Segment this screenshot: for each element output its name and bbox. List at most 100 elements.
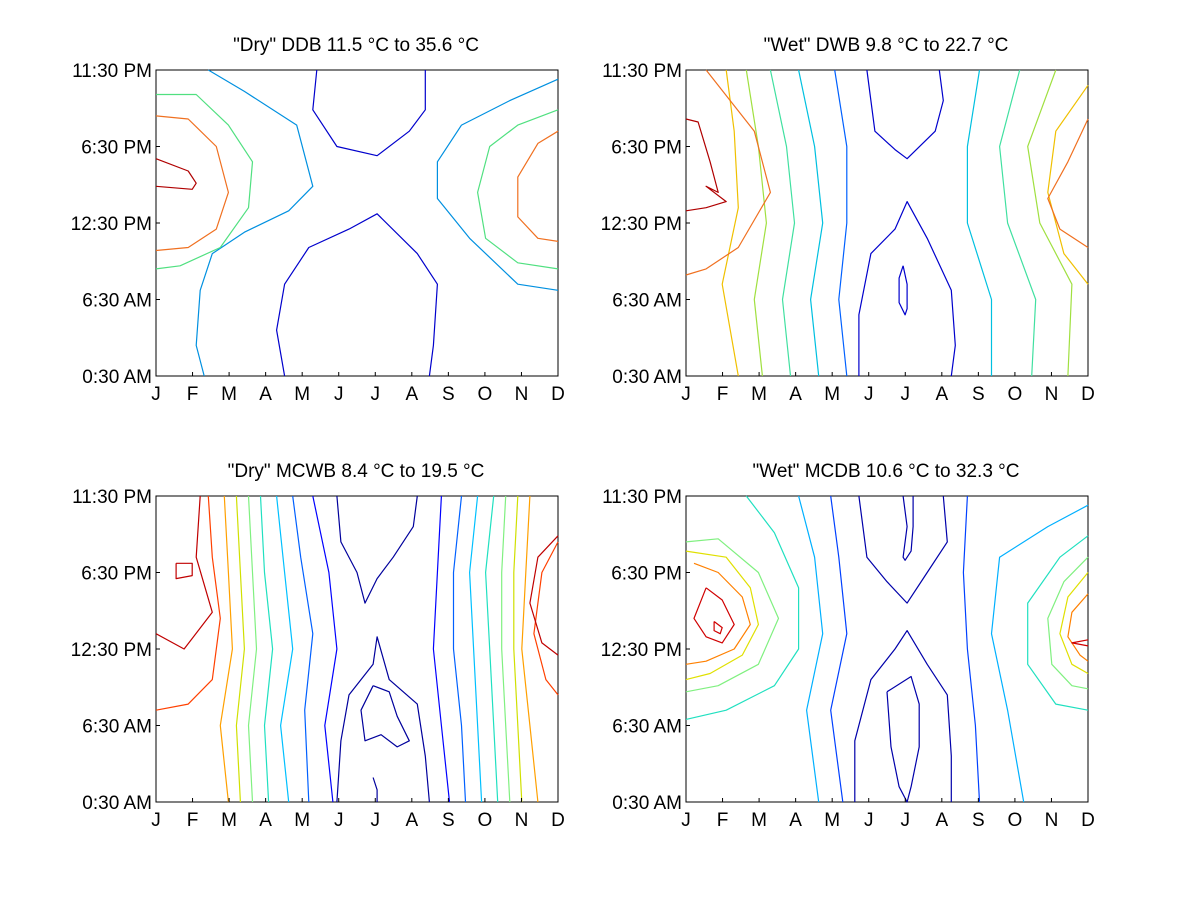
contour-line xyxy=(452,495,467,803)
y-tick-label: 11:30 PM xyxy=(602,487,682,508)
x-tick-label: A xyxy=(935,384,948,405)
y-tick-label: 6:30 AM xyxy=(612,291,682,312)
contour-line xyxy=(990,504,1089,803)
y-tick-label: 0:30 AM xyxy=(82,367,152,388)
x-tick-label: N xyxy=(1045,384,1059,405)
contour-line xyxy=(898,265,908,316)
x-tick-label: S xyxy=(972,810,985,831)
contour-line xyxy=(902,495,914,561)
contour-line xyxy=(259,495,274,803)
x-tick-label: J xyxy=(681,384,691,405)
x-tick-label: J xyxy=(864,384,874,405)
x-tick-label: D xyxy=(551,384,565,405)
contour-line xyxy=(1047,84,1089,285)
y-tick-label: 0:30 AM xyxy=(612,367,682,388)
contour-line xyxy=(858,495,948,604)
x-tick-label: S xyxy=(442,810,455,831)
x-tick-label: J xyxy=(901,384,911,405)
contour-line xyxy=(513,495,523,803)
x-tick-label: A xyxy=(789,810,802,831)
contour-line xyxy=(360,685,410,748)
contour-line xyxy=(195,69,314,377)
x-tick-label: F xyxy=(717,810,729,831)
contour-line xyxy=(858,201,956,377)
x-tick-label: A xyxy=(405,384,418,405)
contour-line xyxy=(1047,556,1089,690)
x-tick-label: J xyxy=(334,384,344,405)
plot-area xyxy=(155,69,559,377)
contour-line xyxy=(854,630,952,802)
panel-title: "Dry" MCWB 8.4 °C to 19.5 °C xyxy=(228,461,485,482)
x-tick-label: M xyxy=(824,810,840,831)
plot-area xyxy=(685,69,1089,377)
x-tick-label: F xyxy=(717,384,729,405)
x-tick-label: J xyxy=(151,384,161,405)
y-tick-label: 6:30 PM xyxy=(81,564,152,585)
x-tick-label: D xyxy=(1081,810,1095,831)
contour-line xyxy=(693,587,735,644)
y-tick-label: 12:30 PM xyxy=(71,640,152,661)
contour-line xyxy=(219,495,233,803)
contour-line xyxy=(685,495,800,720)
x-tick-label: M xyxy=(221,810,237,831)
x-tick-label: N xyxy=(1045,810,1059,831)
contour-lines xyxy=(685,69,1089,377)
contour-line xyxy=(247,495,258,803)
x-tick-label: D xyxy=(1081,384,1095,405)
contour-line xyxy=(1047,118,1089,249)
panel-dry-ddb: "Dry" DDB 11.5 °C to 35.6 °C xyxy=(155,35,559,377)
y-tick-label: 12:30 PM xyxy=(71,214,152,235)
panel-title: "Wet" MCDB 10.6 °C to 32.3 °C xyxy=(753,461,1020,482)
x-tick-label: J xyxy=(371,384,381,405)
contour-line xyxy=(521,495,539,803)
contour-line xyxy=(292,495,314,803)
y-tick-label: 11:30 PM xyxy=(72,61,152,82)
contour-line xyxy=(1059,572,1089,675)
x-tick-label: F xyxy=(187,810,199,831)
x-tick-label: D xyxy=(551,810,565,831)
contour-line xyxy=(336,495,418,604)
contour-line xyxy=(1067,593,1089,662)
y-tick-label: 12:30 PM xyxy=(601,214,682,235)
contour-line xyxy=(685,562,751,665)
x-tick-label: S xyxy=(442,384,455,405)
y-tick-label: 6:30 PM xyxy=(611,564,682,585)
panel-wet-dwb: "Wet" DWB 9.8 °C to 22.7 °C xyxy=(685,35,1089,377)
contour-line xyxy=(235,495,245,803)
contour-line xyxy=(1027,69,1073,377)
contour-line xyxy=(798,69,824,377)
y-tick-label: 12:30 PM xyxy=(601,640,682,661)
x-tick-label: A xyxy=(935,810,948,831)
panel-wet-mcdb: "Wet" MCDB 10.6 °C to 32.3 °C xyxy=(685,461,1089,803)
contour-line xyxy=(312,495,338,803)
contour-line xyxy=(798,495,824,803)
x-tick-label: J xyxy=(151,810,161,831)
contour-line xyxy=(685,69,771,276)
y-tick-label: 6:30 PM xyxy=(81,138,152,159)
x-tick-label: O xyxy=(478,384,493,405)
contour-line xyxy=(529,535,559,656)
contour-line xyxy=(517,130,559,242)
x-tick-label: M xyxy=(221,384,237,405)
contour-line xyxy=(962,495,981,803)
contour-line xyxy=(477,109,559,270)
x-tick-label: A xyxy=(259,384,272,405)
contour-line xyxy=(336,636,430,803)
y-tick-label: 6:30 AM xyxy=(82,291,152,312)
x-tick-label: O xyxy=(1008,810,1023,831)
x-tick-label: J xyxy=(864,810,874,831)
x-tick-label: M xyxy=(824,384,840,405)
x-tick-label: A xyxy=(405,810,418,831)
contour-line xyxy=(533,541,559,696)
x-tick-label: M xyxy=(294,384,310,405)
contour-line xyxy=(886,675,920,803)
y-tick-label: 11:30 PM xyxy=(602,61,682,82)
y-tick-label: 6:30 AM xyxy=(612,717,682,738)
x-tick-label: N xyxy=(515,384,529,405)
plot-area xyxy=(685,495,1089,803)
x-tick-label: M xyxy=(294,810,310,831)
x-tick-label: A xyxy=(259,810,272,831)
x-tick-label: S xyxy=(972,384,985,405)
contour-line xyxy=(769,69,796,377)
